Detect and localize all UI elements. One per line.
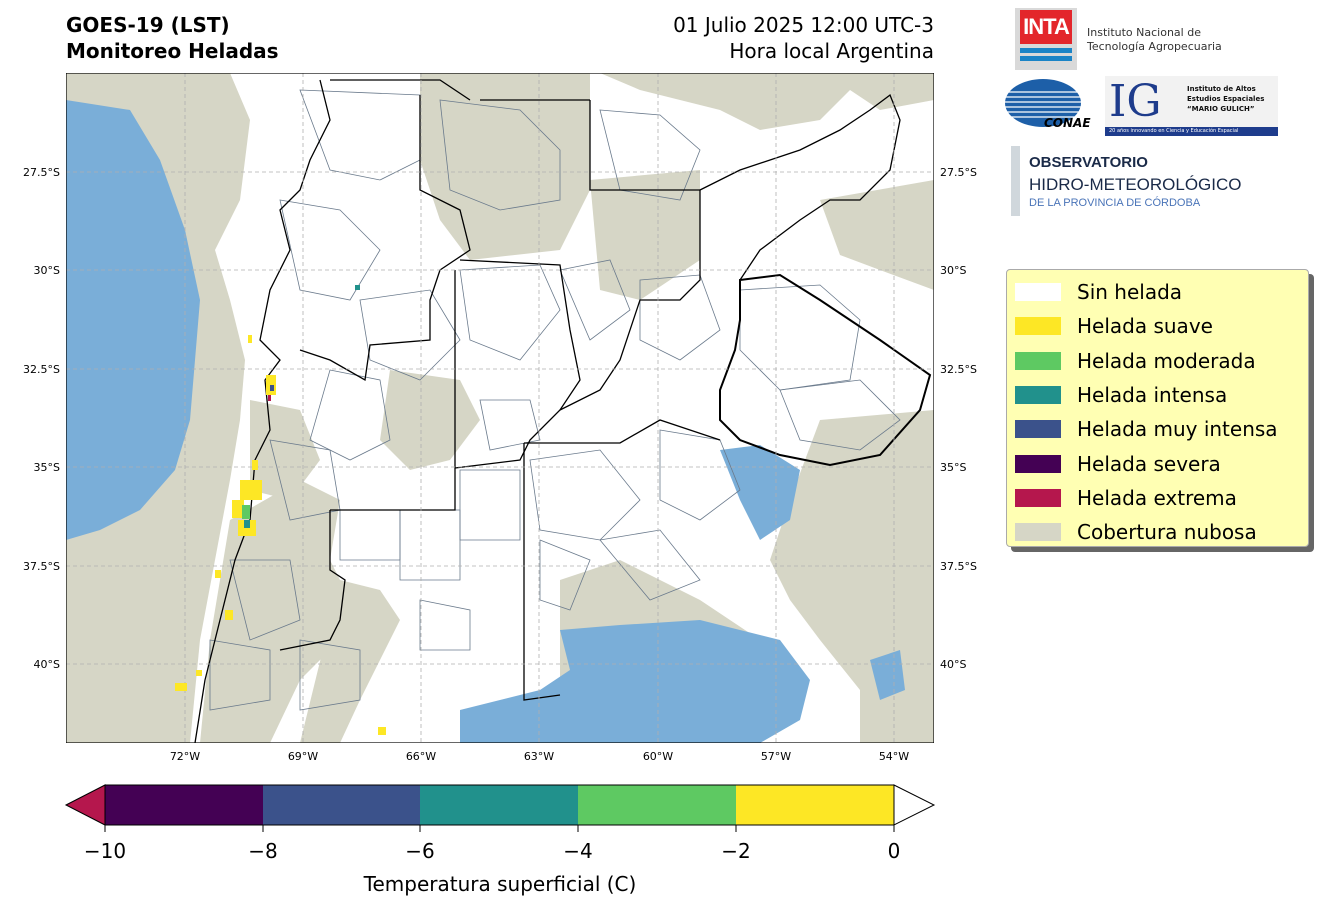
ig-text-line: Estudios Espaciales [1187,95,1265,103]
legend-item: Helada extrema [1007,481,1308,515]
observatorio-line-1: OBSERVATORIO [1029,154,1148,171]
observatorio-line-3: DE LA PROVINCIA DE CÓRDOBA [1029,197,1201,209]
water-layer [66,100,905,743]
map-panel [66,73,934,743]
legend-label: Helada muy intensa [1077,417,1278,442]
legend-label: Cobertura nubosa [1077,520,1257,545]
timestamp-line-2: Hora local Argentina [729,39,934,63]
legend-label: Helada severa [1077,451,1221,476]
legend-swatch [1015,454,1061,473]
legend-label: Helada intensa [1077,383,1228,408]
title-line-2: Monitoreo Heladas [66,39,279,63]
inta-logo: INTA [1015,8,1077,70]
legend-swatch [1015,488,1061,507]
colorbar: −10 −8 −6 −4 −2 0 Temperatura superficia… [64,784,936,896]
lon-tick: 60°W [643,750,673,763]
legend-item: Helada moderada [1007,344,1308,378]
lat-tick: 35°S [34,461,60,474]
map-timestamp: 01 Julio 2025 12:00 UTC-3 Hora local Arg… [560,12,934,64]
latitude-ticks-left: 27.5°S 30°S 32.5°S 35°S 37.5°S 40°S [23,166,60,671]
colorbar-tick: −4 [563,839,592,863]
lon-tick: 54°W [879,750,909,763]
lat-tick: 32.5°S [23,363,60,376]
legend-item: Helada severa [1007,446,1308,480]
colorbar-tick: −10 [84,839,126,863]
title-line-1: GOES-19 (LST) [66,13,230,37]
lon-tick: 72°W [170,750,200,763]
legend-label: Helada moderada [1077,348,1256,373]
observatorio-logo-bar [1011,146,1020,216]
colorbar-tick: −8 [248,839,277,863]
lat-tick: 37.5°S [940,560,977,573]
lat-tick: 27.5°S [23,166,60,179]
inta-name-line: Tecnología Agropecuaria [1087,40,1222,53]
lat-tick: 30°S [940,264,966,277]
colorbar-label: Temperatura superficial (C) [363,872,637,896]
ig-logo: IG Instituto de Altos Estudios Espaciale… [1105,76,1278,136]
lat-tick: 32.5°S [940,363,977,376]
legend-swatch [1015,523,1061,542]
colorbar-bin [263,785,420,825]
legend-item: Cobertura nubosa [1007,515,1308,549]
colorbar-bin [105,785,263,825]
inta-logo-mark: INTA [1020,10,1072,44]
gridlines [66,73,934,743]
colorbar-bin [578,785,736,825]
colorbar-over-arrow [893,784,936,826]
lat-tick: 40°S [34,658,60,671]
inta-logo-stripe [1020,56,1072,61]
legend-item: Helada intensa [1007,378,1308,412]
lat-tick: 27.5°S [940,166,977,179]
legend-label: Helada extrema [1077,485,1237,510]
conae-wordmark: CONAE [1044,116,1091,130]
inta-logo-stripe [1020,48,1072,53]
colorbar-tick: −6 [405,839,434,863]
legend-item: Helada suave [1007,309,1308,343]
map-legend: Sin helada Helada suave Helada moderada … [1006,269,1309,547]
province-borders [194,79,932,743]
longitude-ticks: 72°W 69°W 66°W 63°W 60°W 57°W 54°W [170,750,909,763]
ig-logo-mark: IG [1109,76,1162,127]
ig-logo-text: Instituto de Altos Estudios Espaciales “… [1187,84,1264,114]
latitude-ticks-right: 27.5°S 30°S 32.5°S 35°S 37.5°S 40°S [940,166,977,671]
legend-swatch [1015,283,1061,302]
timestamp-line-1: 01 Julio 2025 12:00 UTC-3 [673,13,934,37]
ig-text-line: “MARIO GULICH” [1187,105,1255,113]
legend-label: Sin helada [1077,280,1183,305]
colorbar-bin [736,785,894,825]
legend-item: Helada muy intensa [1007,412,1308,446]
lat-tick: 30°S [34,264,60,277]
legend-item: Sin helada [1007,275,1308,309]
observatorio-line-2: HIDRO-METEOROLÓGICO [1029,175,1242,194]
legend-label: Helada suave [1077,314,1213,339]
colorbar-tick: −2 [721,839,750,863]
legend-swatch [1015,351,1061,370]
lon-tick: 66°W [406,750,436,763]
department-lines [209,89,901,711]
legend-swatch [1015,317,1061,336]
lon-tick: 63°W [524,750,554,763]
ig-logo-strip: 20 años innovando en Ciencia y Educación… [1105,127,1278,136]
inta-name-line: Instituto Nacional de [1087,26,1201,39]
colorbar-bin [420,785,578,825]
lon-tick: 69°W [288,750,318,763]
colorbar-tick: 0 [888,839,901,863]
map-title: GOES-19 (LST) Monitoreo Heladas [66,12,279,64]
lat-tick: 35°S [940,461,966,474]
frost-patches [175,285,386,735]
legend-swatch [1015,386,1061,405]
conae-logo [1005,79,1081,127]
lon-tick: 57°W [761,750,791,763]
lat-tick: 40°S [940,658,966,671]
legend-swatch [1015,420,1061,439]
lat-tick: 37.5°S [23,560,60,573]
inta-name: Instituto Nacional de Tecnología Agropec… [1087,26,1222,54]
colorbar-under-arrow [64,784,106,826]
ig-text-line: Instituto de Altos [1187,85,1256,93]
